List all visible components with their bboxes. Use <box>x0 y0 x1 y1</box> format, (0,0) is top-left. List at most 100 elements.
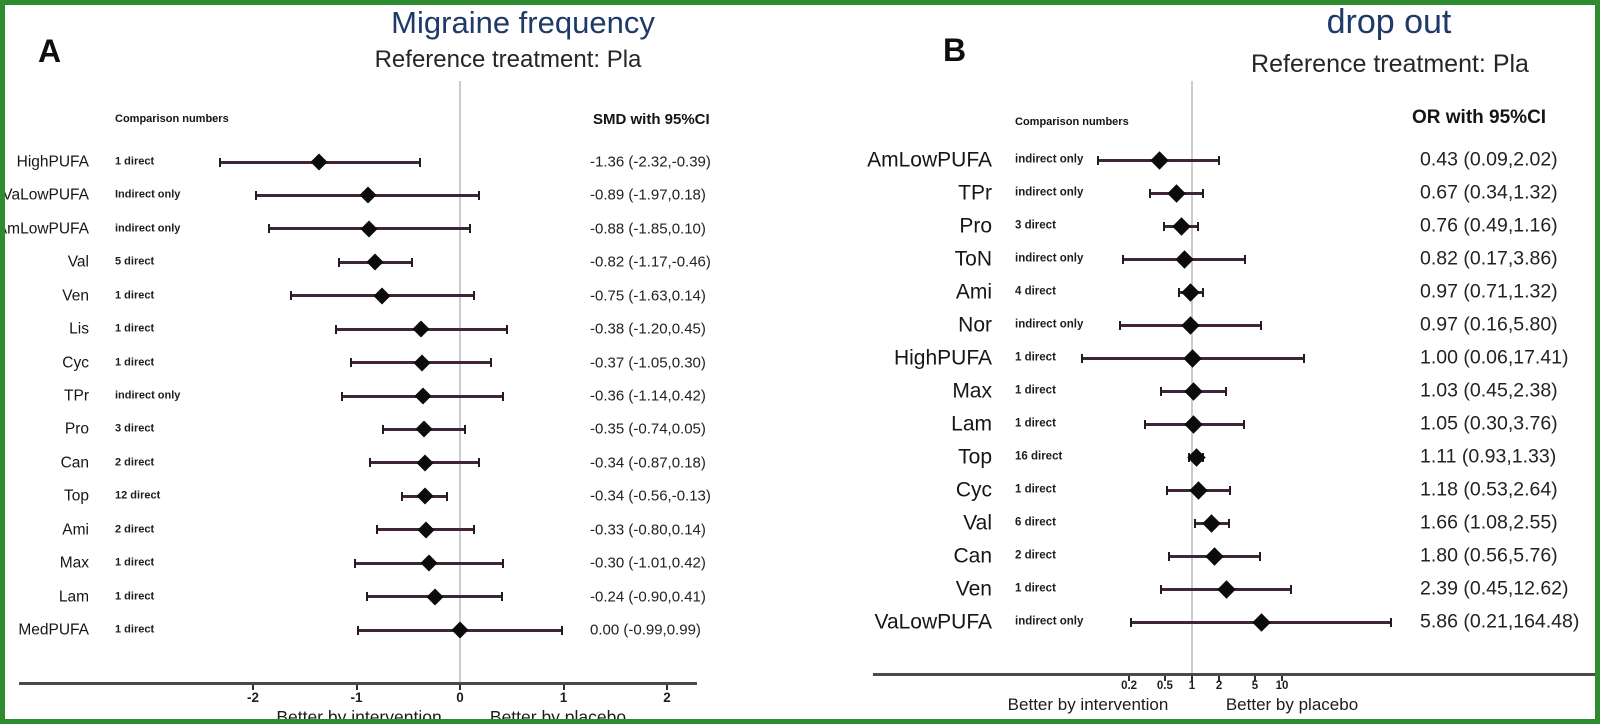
comparison-count: Indirect only <box>115 188 181 201</box>
ci-cap-low <box>1168 551 1171 561</box>
treatment-label: ToN <box>954 247 992 271</box>
ci-cap-low <box>1177 287 1180 297</box>
ci-cap-low <box>334 324 337 334</box>
treatment-label: AmLowPUFA <box>867 148 992 172</box>
ci-cap-high <box>502 558 505 568</box>
ci-cap-low <box>382 424 385 434</box>
ci-cap-low <box>337 257 340 267</box>
effect-value: 0.97 (0.71,1.32) <box>1420 280 1558 303</box>
ci-cap-high <box>490 358 493 368</box>
point-estimate-diamond <box>1251 612 1271 632</box>
ci-cap-high <box>418 157 421 167</box>
effect-value: 1.66 (1.08,2.55) <box>1420 511 1558 534</box>
comparison-count: 1 direct <box>1015 384 1056 397</box>
comparison-count: 6 direct <box>1015 516 1056 529</box>
ci-cap-high <box>1390 617 1393 627</box>
comparison-count: 1 direct <box>115 289 155 302</box>
ci-cap-low <box>1194 518 1196 528</box>
comparison-count: 16 direct <box>1015 450 1063 463</box>
x-axis-tick-label: 1 <box>1188 680 1196 692</box>
comparison-count: 1 direct <box>115 556 155 569</box>
panel-b-better-by-placebo-label: Better by placebo <box>1225 695 1359 714</box>
comparison-count: indirect only <box>115 222 181 235</box>
panel-b-title: drop out <box>1326 3 1452 41</box>
ci-cap-high <box>473 291 476 301</box>
ci-cap-high <box>1201 287 1204 297</box>
ci-cap-high <box>1196 221 1199 231</box>
x-axis-tick <box>1281 675 1283 681</box>
effect-value: -0.75 (-1.63,0.14) <box>590 287 706 305</box>
ci-cap-high <box>501 592 504 602</box>
treatment-label: Lis <box>69 320 89 338</box>
x-axis-tick <box>1191 675 1193 681</box>
treatment-label: Lam <box>58 587 89 605</box>
ci-cap-high <box>1302 353 1305 363</box>
x-axis-tick-label: -1 <box>350 690 363 705</box>
treatment-label: Top <box>64 487 89 505</box>
ci-cap-high <box>505 324 508 334</box>
ci-cap-high <box>561 625 564 635</box>
effect-value: 1.18 (0.53,2.64) <box>1420 478 1558 501</box>
treatment-label: Nor <box>958 313 992 337</box>
ci-cap-high <box>1228 485 1231 495</box>
comparison-count: 1 direct <box>115 322 155 335</box>
effect-value: 1.80 (0.56,5.76) <box>1420 544 1558 567</box>
ci-cap-high <box>473 525 476 535</box>
ci-cap-high <box>411 257 414 267</box>
panel-b-subtitle: Reference treatment: Pla <box>1251 50 1529 78</box>
treatment-label: Ami <box>62 520 89 538</box>
comparison-count: 2 direct <box>115 456 155 469</box>
point-estimate-diamond <box>1184 414 1204 434</box>
ci-cap-low <box>376 525 379 535</box>
treatment-label: VaLowPUFA <box>874 610 993 634</box>
comparison-count: indirect only <box>1015 186 1084 199</box>
point-estimate-diamond <box>1181 282 1200 302</box>
ci-cap-low <box>1163 221 1166 231</box>
x-axis-tick-label: 0.5 <box>1156 680 1173 692</box>
treatment-label: Can <box>953 544 992 568</box>
panel-b-effect-header: OR with 95%CI <box>1412 107 1547 128</box>
effect-value: 1.03 (0.45,2.38) <box>1420 379 1558 402</box>
ci-cap-low <box>1119 320 1122 330</box>
treatment-label: Ven <box>62 286 89 304</box>
ci-cap-low <box>368 458 371 468</box>
effect-value: -0.34 (-0.87,0.18) <box>590 454 706 472</box>
ci-cap-low <box>1081 353 1084 363</box>
point-estimate-diamond <box>1149 150 1169 170</box>
treatment-label: Lam <box>951 412 992 436</box>
effect-value: -0.82 (-1.17,-0.46) <box>590 253 711 271</box>
effect-value: 1.11 (0.93,1.33) <box>1420 445 1557 468</box>
comparison-count: indirect only <box>1015 318 1084 331</box>
x-axis-tick <box>562 684 565 690</box>
ci-cap-high <box>464 424 467 434</box>
effect-value: 0.97 (0.16,5.80) <box>1420 313 1558 336</box>
effect-value: 0.43 (0.09,2.02) <box>1420 148 1558 171</box>
x-axis-tick-label: 10 <box>1275 680 1289 692</box>
ci-cap-low <box>267 224 270 234</box>
panel-b-letter: B <box>943 32 967 68</box>
treatment-label: Max <box>59 554 89 572</box>
comparison-count: 12 direct <box>115 489 161 502</box>
treatment-label: Cyc <box>955 478 992 502</box>
effect-value: -0.89 (-1.97,0.18) <box>590 186 706 204</box>
x-axis-line <box>19 681 697 685</box>
x-axis-tick-label: 0.2 <box>1121 680 1138 692</box>
comparison-count: 3 direct <box>115 422 155 435</box>
ci-cap-low <box>350 358 353 368</box>
panel-b-better-by-intervention-label: Better by intervention <box>1007 695 1169 714</box>
ci-cap-low <box>255 190 258 200</box>
x-axis-tick <box>1218 675 1221 681</box>
ci-cap-high <box>477 190 480 200</box>
treatment-label: Can <box>60 454 89 472</box>
point-estimate-diamond <box>1183 381 1203 401</box>
comparison-count: 1 direct <box>1015 417 1056 430</box>
panel-a-comparison-numbers-header: Comparison numbers <box>115 113 229 125</box>
x-axis-tick <box>1253 675 1256 681</box>
ci-cap-high <box>1243 254 1246 264</box>
ci-cap-high <box>1242 419 1245 429</box>
effect-value: 1.00 (0.06,17.41) <box>1420 346 1569 369</box>
ci-cap-high <box>1290 584 1293 594</box>
x-axis-tick <box>1128 675 1131 681</box>
treatment-label: TPr <box>64 387 89 405</box>
effect-value: -1.36 (-2.32,-0.39) <box>590 153 711 171</box>
